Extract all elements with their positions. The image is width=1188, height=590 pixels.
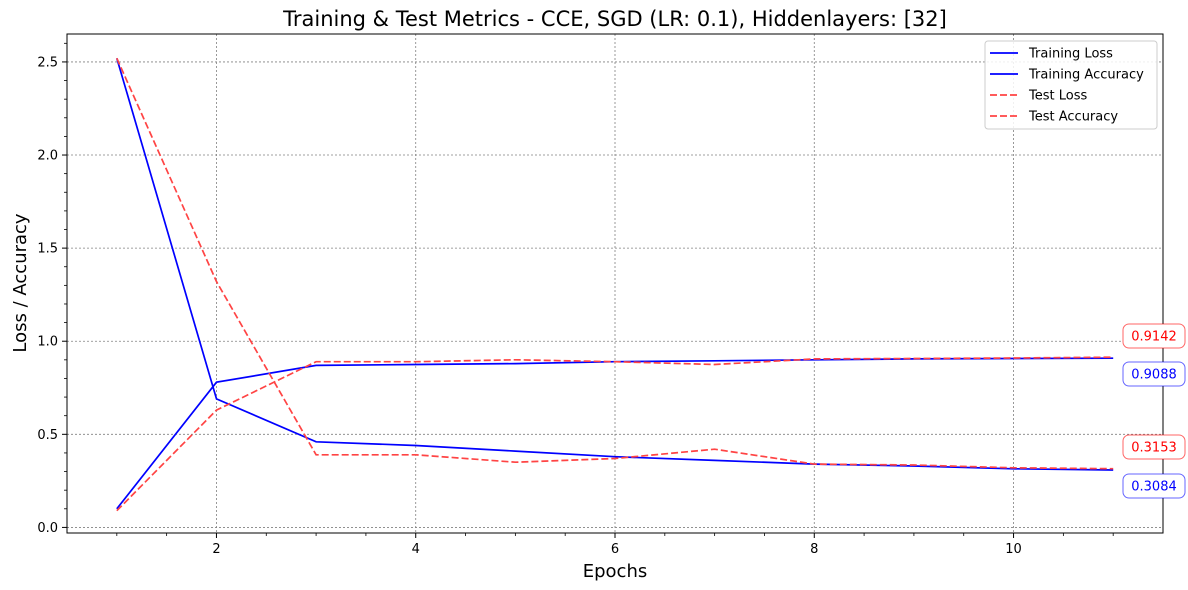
x-tick-label: 4 [412,542,420,557]
legend-box [984,40,1158,130]
y-tick-label: 2.5 [37,55,58,70]
series-line-test-loss [116,57,1114,470]
grid [67,34,1163,533]
y-tick-label: 1.0 [37,335,58,350]
annotation-box [1122,361,1186,387]
x-tick-label: 2 [212,542,220,557]
x-tick-label: 6 [611,542,619,557]
annotations: 0.9142 0.9088 0.3153 0.3084 [1122,323,1186,499]
x-tick-label: 8 [810,542,818,557]
annotation-label: 0.3084 [1131,480,1177,495]
annotation-label: 0.9142 [1131,330,1177,345]
series-line-training-loss [115,57,1114,471]
chart-title: Training & Test Metrics - CCE, SGD (LR: … [282,7,947,31]
legend-entry: Test Accuracy [1028,110,1118,125]
y-tick-label: 0.0 [37,521,58,536]
x-tick-label: 10 [1005,542,1022,557]
annotation-label: 0.9088 [1131,368,1177,383]
x-axis-label: Epochs [583,561,648,582]
y-tick-label: 0.5 [37,428,58,443]
y-axis-label: Loss / Accuracy [10,213,31,353]
y-tick-label: 2.0 [37,149,58,164]
legend: Training Loss Training Accuracy Test Loss T… [984,40,1158,130]
legend-entry: Training Accuracy [1028,68,1144,83]
annotation-box [1122,434,1186,460]
annotation-box [1122,473,1186,499]
legend-entry: Training Loss [1028,47,1113,62]
series-line-test-accuracy [116,356,1114,512]
y-tick-label: 1.5 [37,242,58,257]
axes: 2 4 6 8 10 0.0 0.5 1.0 1.5 2.0 2.5 [37,42,1114,557]
annotation-box [1122,323,1186,349]
series-group [115,57,1114,512]
annotation-label: 0.3153 [1131,441,1177,456]
legend-entry: Test Loss [1028,89,1087,104]
